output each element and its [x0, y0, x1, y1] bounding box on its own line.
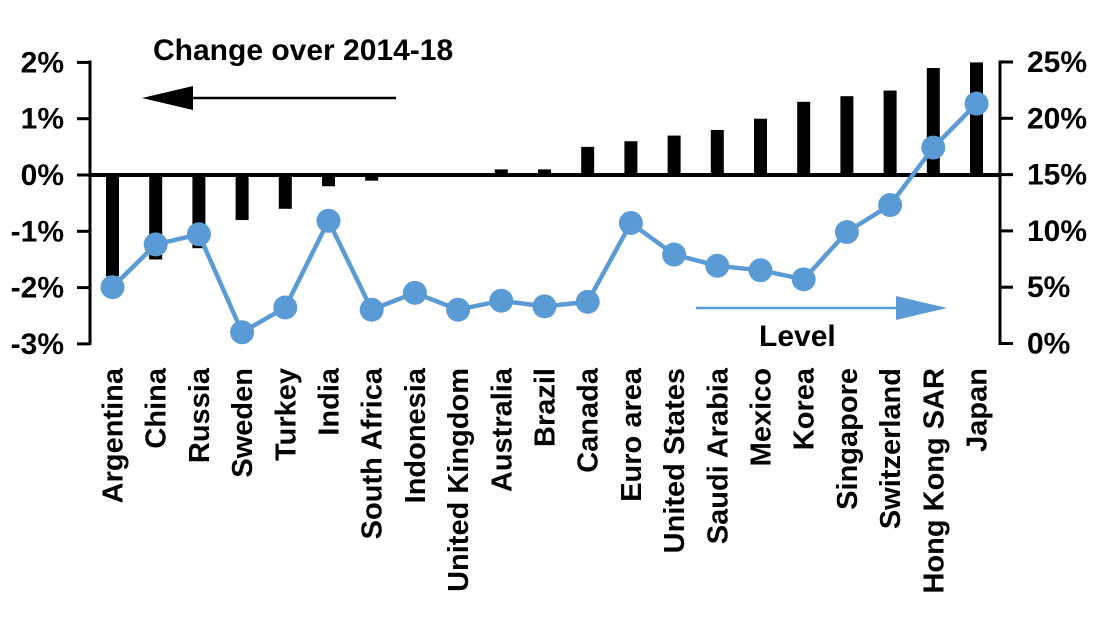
dot-hong-kong-sar [921, 135, 946, 160]
bar-korea [797, 101, 811, 175]
left-tick-label: -1% [11, 215, 64, 248]
bar-argentina [106, 175, 119, 277]
left-tick-label: -3% [11, 328, 64, 361]
x-label-indonesia: Indonesia [400, 367, 432, 503]
x-label-japan: Japan [962, 368, 994, 452]
bar-canada [581, 146, 595, 175]
right-tick-label: 5% [1027, 271, 1070, 304]
bar-switzerland [883, 90, 897, 175]
bar-euro-area [624, 141, 638, 175]
x-label-australia: Australia [486, 367, 518, 492]
x-label-korea: Korea [789, 367, 821, 450]
x-label-singapore: Singapore [832, 368, 864, 510]
dot-indonesia [402, 280, 427, 305]
dot-united-states [662, 242, 687, 267]
right-tick-label: 25% [1027, 46, 1087, 79]
bar-india [322, 175, 335, 187]
left-tick-label: 2% [21, 46, 64, 79]
dot-united-kingdom [446, 297, 471, 322]
right-tick-label: 20% [1027, 102, 1087, 135]
dot-argentina [100, 275, 125, 300]
bar-brazil [538, 169, 551, 175]
dot-switzerland [878, 193, 903, 218]
dot-euro-area [618, 211, 643, 236]
x-label-india: India [314, 367, 346, 436]
level-arrow-right-icon [896, 296, 947, 320]
bar-mexico [754, 118, 767, 175]
dot-saudi-arabia [705, 253, 730, 278]
dot-australia [489, 288, 514, 313]
left-tick-label: 0% [21, 159, 64, 192]
x-label-russia: Russia [184, 367, 216, 463]
x-label-south-africa: South Africa [357, 367, 389, 539]
bar-saudi-arabia [710, 129, 724, 175]
bar-australia [494, 169, 508, 175]
x-label-brazil: Brazil [530, 368, 562, 447]
dot-sweden [230, 320, 255, 345]
dot-turkey [273, 295, 298, 320]
right-tick-label: 10% [1027, 215, 1087, 248]
dot-japan [964, 91, 989, 116]
x-label-sweden: Sweden [227, 368, 259, 478]
x-label-united-kingdom: United Kingdom [443, 368, 475, 592]
dot-singapore [834, 220, 859, 245]
dot-india [316, 208, 341, 233]
left-series-title: Change over 2014-18 [153, 34, 454, 67]
dot-russia [186, 222, 211, 247]
bar-singapore [840, 96, 854, 175]
x-label-hong-kong-sar: Hong Kong SAR [918, 368, 950, 594]
x-label-turkey: Turkey [270, 368, 302, 461]
left-tick-label: 1% [21, 103, 64, 136]
bar-sweden [235, 175, 249, 221]
bar-south-africa [365, 175, 379, 181]
bar-japan [970, 62, 983, 175]
dot-korea [791, 267, 816, 292]
x-label-euro-area: Euro area [616, 367, 648, 502]
change-arrow-left-icon [142, 86, 193, 110]
right-tick-label: 0% [1027, 328, 1070, 361]
x-label-argentina: Argentina [98, 367, 130, 503]
right-series-title: Level [759, 320, 836, 353]
left-tick-label: -2% [11, 272, 64, 305]
x-label-canada: Canada [573, 367, 605, 473]
dot-mexico [748, 258, 773, 283]
x-label-united-states: United States [659, 368, 691, 553]
bar-united-states [667, 135, 681, 175]
x-label-china: China [141, 367, 173, 448]
dot-canada [575, 289, 600, 314]
bar-turkey [278, 175, 292, 209]
x-label-switzerland: Switzerland [875, 368, 907, 529]
dot-brazil [532, 294, 557, 319]
dot-south-africa [359, 297, 384, 322]
right-tick-label: 15% [1027, 159, 1087, 192]
x-label-saudi-arabia: Saudi Arabia [702, 367, 734, 544]
dot-china [143, 232, 168, 257]
x-label-mexico: Mexico [746, 368, 778, 466]
